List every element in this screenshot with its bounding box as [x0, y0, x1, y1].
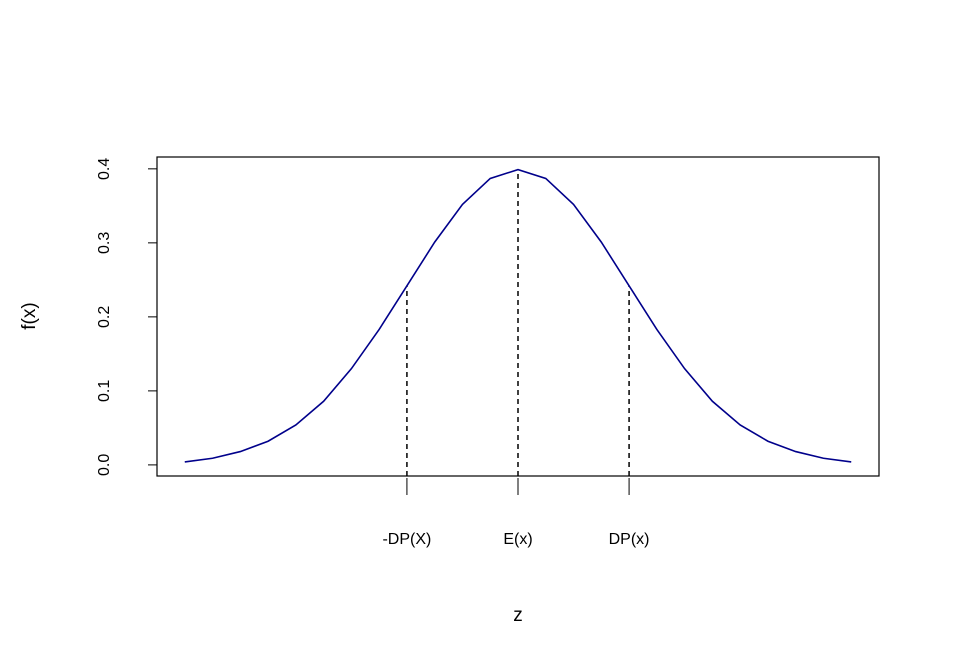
- y-tick-label: 0.1: [96, 380, 113, 402]
- y-axis-label: f(x): [19, 302, 40, 329]
- x-tick-label: DP(x): [609, 531, 650, 548]
- y-tick-label: 0.4: [96, 158, 113, 180]
- density-curve: [184, 168, 852, 463]
- x-axis-label: z: [513, 605, 523, 626]
- y-tick-label: 0.2: [96, 306, 113, 328]
- y-tick-label: 0.3: [96, 232, 113, 254]
- x-tick-label: -DP(X): [382, 531, 431, 548]
- y-tick-label: 0.0: [96, 454, 113, 476]
- x-tick-label: E(x): [503, 531, 532, 548]
